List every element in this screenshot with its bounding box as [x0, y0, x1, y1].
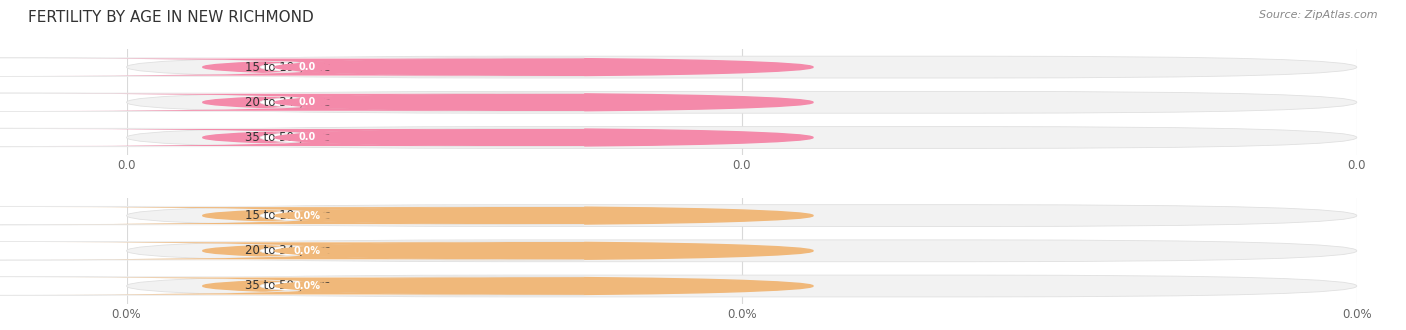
Text: 20 to 34 years: 20 to 34 years: [245, 96, 330, 109]
FancyBboxPatch shape: [0, 128, 585, 147]
FancyBboxPatch shape: [44, 129, 571, 146]
FancyBboxPatch shape: [127, 275, 1357, 297]
FancyBboxPatch shape: [0, 93, 585, 112]
FancyBboxPatch shape: [44, 207, 571, 224]
Text: 0.0: 0.0: [298, 62, 316, 72]
FancyBboxPatch shape: [0, 277, 585, 295]
Circle shape: [202, 129, 813, 146]
Circle shape: [202, 94, 813, 111]
Text: 0.0%: 0.0%: [294, 211, 321, 220]
FancyBboxPatch shape: [44, 59, 571, 76]
FancyBboxPatch shape: [127, 240, 1357, 262]
FancyBboxPatch shape: [127, 205, 1357, 226]
Text: 20 to 34 years: 20 to 34 years: [245, 244, 330, 257]
FancyBboxPatch shape: [44, 242, 571, 259]
Text: 0.0: 0.0: [298, 133, 316, 143]
FancyBboxPatch shape: [44, 94, 571, 111]
Text: 0.0%: 0.0%: [294, 246, 321, 256]
Text: 35 to 50 years: 35 to 50 years: [246, 280, 330, 292]
Circle shape: [202, 277, 813, 295]
Text: 15 to 19 years: 15 to 19 years: [245, 61, 330, 74]
FancyBboxPatch shape: [127, 127, 1357, 148]
Circle shape: [202, 242, 813, 259]
Text: 0.0%: 0.0%: [294, 281, 321, 291]
Circle shape: [202, 58, 813, 76]
FancyBboxPatch shape: [0, 242, 585, 260]
Circle shape: [202, 207, 813, 224]
Text: 15 to 19 years: 15 to 19 years: [245, 209, 330, 222]
Text: Source: ZipAtlas.com: Source: ZipAtlas.com: [1260, 10, 1378, 20]
FancyBboxPatch shape: [127, 91, 1357, 113]
FancyBboxPatch shape: [44, 278, 571, 294]
Text: 35 to 50 years: 35 to 50 years: [246, 131, 330, 144]
FancyBboxPatch shape: [0, 206, 585, 225]
FancyBboxPatch shape: [127, 56, 1357, 78]
FancyBboxPatch shape: [0, 58, 585, 76]
Text: 0.0: 0.0: [298, 97, 316, 107]
Text: FERTILITY BY AGE IN NEW RICHMOND: FERTILITY BY AGE IN NEW RICHMOND: [28, 10, 314, 25]
